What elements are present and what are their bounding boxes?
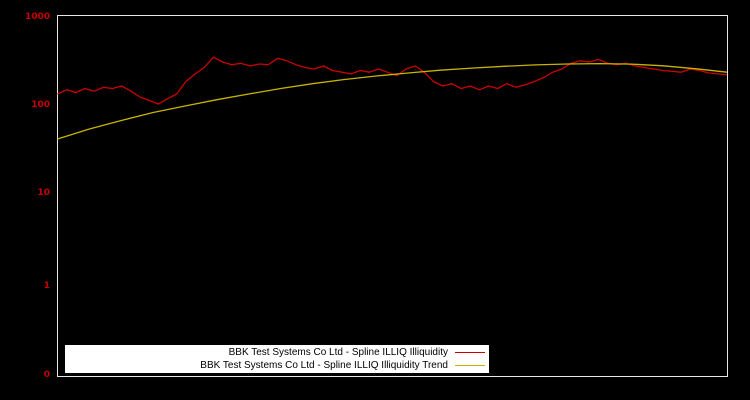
plot-frame	[57, 15, 728, 377]
y-tick-0: 0	[44, 370, 50, 380]
chart-legend: BBK Test Systems Co Ltd - Spline ILLIQ I…	[65, 345, 489, 373]
legend-label-illiquidity: BBK Test Systems Co Ltd - Spline ILLIQ I…	[228, 347, 448, 358]
legend-item-trend: BBK Test Systems Co Ltd - Spline ILLIQ I…	[65, 359, 489, 372]
legend-line-sample-red	[455, 352, 485, 353]
y-tick-100: 100	[31, 100, 50, 110]
legend-item-illiquidity: BBK Test Systems Co Ltd - Spline ILLIQ I…	[65, 346, 489, 359]
y-tick-10: 10	[37, 188, 50, 198]
legend-label-trend: BBK Test Systems Co Ltd - Spline ILLIQ I…	[200, 360, 448, 371]
y-tick-1000: 1000	[25, 12, 50, 22]
y-tick-1: 1	[44, 281, 50, 291]
legend-line-sample-yellow	[455, 365, 485, 366]
illiquidity-trend-line	[57, 62, 728, 140]
